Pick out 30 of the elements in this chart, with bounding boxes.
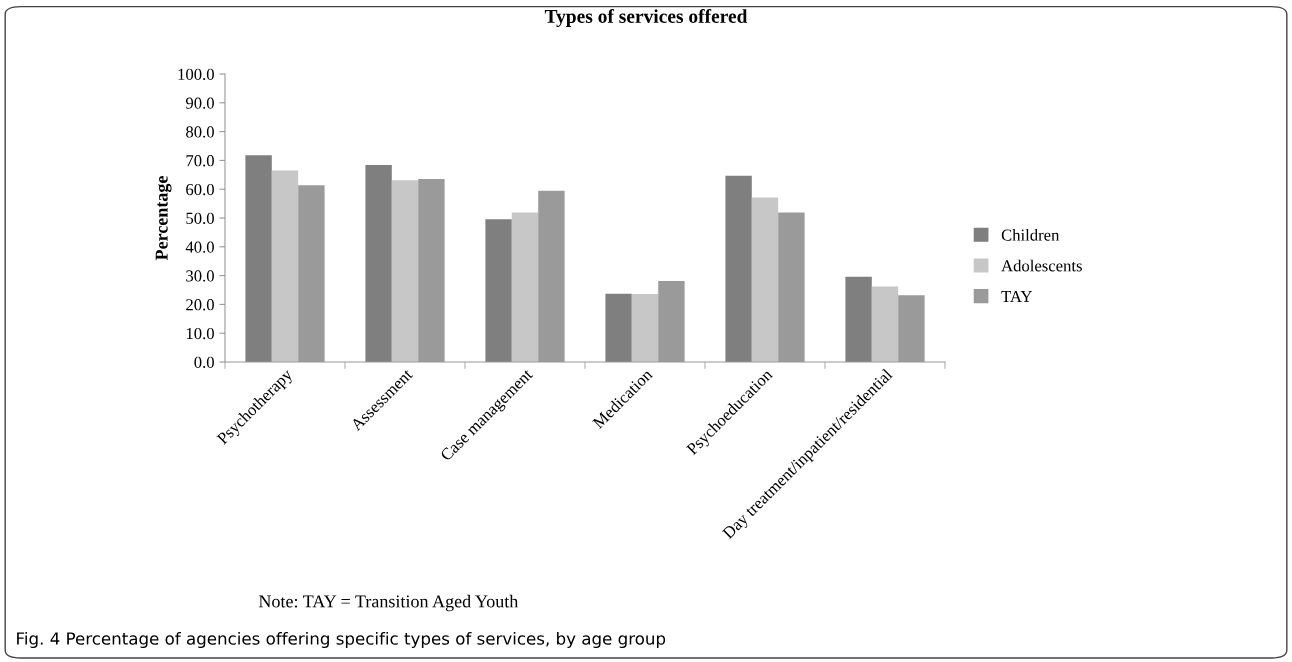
chart-title: Types of services offered: [544, 9, 748, 27]
legend-label: Children: [1001, 228, 1060, 241]
bar: [511, 212, 539, 362]
bar: [245, 155, 272, 362]
y-tick-label: 0.0: [194, 356, 214, 369]
text: Note: TAY = Transition Aged Youth: [258, 594, 519, 612]
y-axis-title: Percentage: [155, 176, 172, 261]
bar: [605, 293, 632, 362]
bar: [485, 219, 512, 362]
bar: [391, 180, 419, 362]
caption: Fig. 4 Percentage of agencies offering specific types of services, by age group: [17, 631, 666, 649]
y-tick-label: 100.0: [178, 68, 214, 81]
y-tick-label: 10.0: [186, 327, 214, 340]
bar: [725, 175, 752, 362]
bar: [871, 286, 899, 362]
legend-label: Adolescents: [1001, 259, 1082, 272]
y-tick-label: 20.0: [186, 299, 214, 311]
y-tick-label: 30.0: [186, 270, 214, 282]
y-tick-label: 50.0: [186, 212, 214, 225]
bar: [271, 170, 299, 362]
bar: [845, 276, 872, 362]
legend-label: TAY: [1001, 290, 1033, 302]
bar: [365, 165, 392, 362]
y-tick-label: 90.0: [185, 97, 214, 109]
y-tick-label: 80.0: [186, 126, 214, 138]
y-tick-label: 60.0: [186, 183, 214, 196]
bar: [631, 294, 659, 362]
y-tick-label: 40.0: [185, 241, 214, 253]
y-tick-label: 70.0: [186, 155, 214, 167]
bar: [751, 197, 779, 362]
